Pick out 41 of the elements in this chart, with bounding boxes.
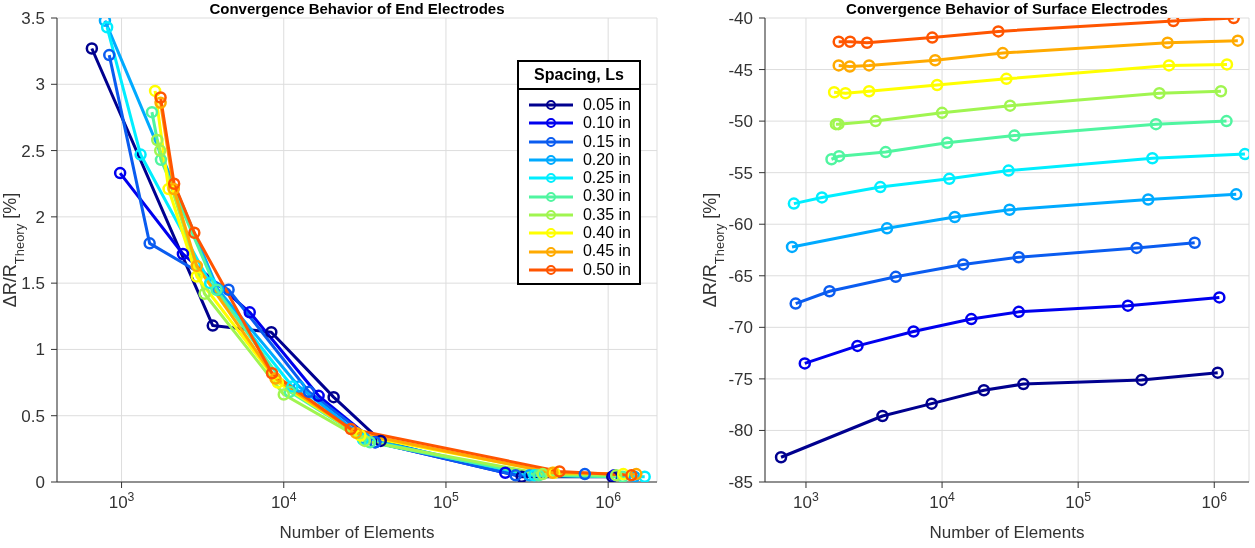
y-tick-label: -40 [728,9,753,28]
y-tick-label: 2.5 [21,141,45,161]
y-tick-label: -80 [728,421,753,441]
x-tick-label: 10$^{6}$ [1201,490,1228,512]
x-tick-label: 10$^{4}$ [929,490,956,512]
y-tick-label: -55 [728,163,753,183]
y-tick-label: -75 [728,369,753,389]
legend-label: 0.05 in [582,96,631,115]
x-tick-label: 10$^{3}$ [793,490,820,512]
legend-label: 0.35 in [582,205,631,225]
y-tick-label: 3.5 [21,9,45,28]
legend-label: 0.30 in [582,187,631,206]
y-tick-label: 0 [35,473,45,492]
x-tick-label: 10$^{5}$ [433,490,460,512]
legend-title: Spacing, Ls [518,62,639,90]
legend-label: 0.40 in [582,224,631,243]
y-tick-label: -85 [728,473,753,492]
y-tick-label: 1 [35,340,45,360]
x-tick-label: 10$^{5}$ [1065,490,1092,512]
chart-title: Convergence Behavior of End Electrodes [208,0,506,17]
x-tick-label: 10$^{4}$ [270,490,297,512]
y-tick-label: 2 [35,207,45,227]
y-tick-label: 3 [35,75,45,95]
legend-label: 0.45 in [582,242,631,261]
legend-label: 0.10 in [582,114,631,133]
x-axis-title: Number of Elements [929,523,1085,542]
y-tick-label: 0.5 [21,406,45,426]
legend-label: 0.50 in [582,260,631,279]
legend-label: 0.20 in [582,150,631,170]
x-tick-label: 10$^{3}$ [108,490,135,512]
legend-label: 0.25 in [582,169,631,188]
y-tick-label: -45 [728,60,753,80]
y-tick-label: 1.5 [21,274,45,294]
chart-title: Convergence Behavior of Surface Electrodes [845,0,1169,17]
y-tick-label: -50 [728,112,753,132]
y-tick-label: -65 [728,266,753,286]
x-axis-title: Number of Elements [279,523,435,542]
x-tick-label: 10$^{6}$ [595,490,622,512]
y-tick-label: -60 [728,215,753,235]
y-tick-label: -70 [728,318,753,338]
legend-label: 0.15 in [582,132,631,151]
